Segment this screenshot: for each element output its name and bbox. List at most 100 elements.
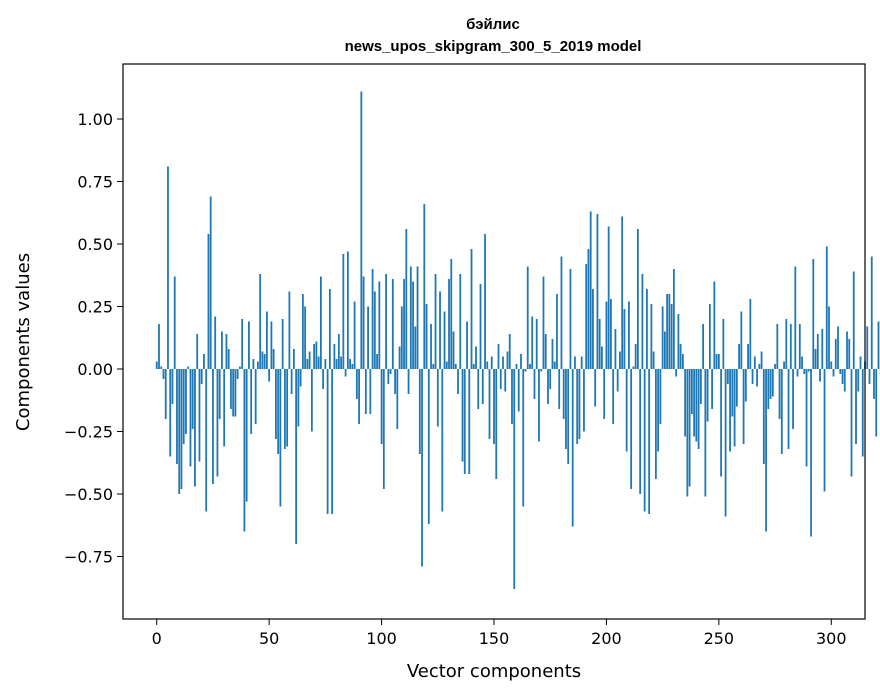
bar (504, 369, 507, 392)
bar (621, 216, 624, 369)
bar (261, 351, 264, 369)
bar (200, 369, 203, 384)
bar (454, 364, 457, 369)
bar (479, 284, 482, 369)
bar (857, 369, 860, 392)
y-tick-label: 1.00 (77, 110, 113, 129)
bar (286, 369, 289, 447)
bar (434, 274, 437, 369)
bar (605, 301, 608, 369)
bar (560, 256, 563, 369)
bar (225, 334, 228, 369)
bar (562, 369, 565, 419)
bar (382, 369, 385, 489)
bar (819, 369, 821, 382)
bar (704, 369, 707, 497)
bar (216, 369, 219, 477)
x-axis-ticks: 0 50 100 150 200 250 300 (152, 619, 847, 648)
bar (859, 356, 862, 369)
y-axis-ticks: −0.75 −0.50 −0.25 0.00 0.25 0.50 0.75 1.00 (64, 110, 123, 567)
bar (297, 369, 300, 427)
bar (468, 369, 471, 474)
bar (607, 226, 610, 369)
bar (767, 369, 770, 409)
x-axis-label: Vector components (407, 661, 581, 682)
bar (594, 369, 597, 407)
bar (445, 361, 448, 369)
bar (432, 364, 435, 369)
bar (596, 214, 599, 369)
bar (407, 369, 410, 394)
bar (290, 369, 293, 394)
bar (798, 324, 801, 369)
bar (571, 369, 574, 527)
bar (828, 306, 830, 369)
bar (203, 354, 205, 369)
bar (686, 369, 689, 497)
bar (834, 339, 837, 369)
bar (511, 369, 513, 424)
bar (619, 351, 621, 369)
bar (625, 369, 628, 452)
bar (699, 369, 702, 404)
bar (331, 369, 334, 514)
bar (810, 369, 812, 537)
bar (441, 369, 444, 512)
bar (452, 331, 455, 369)
bar (796, 369, 799, 377)
bar (861, 369, 864, 457)
bar (373, 291, 376, 369)
bar (749, 299, 752, 369)
bar (484, 234, 486, 369)
bar (637, 229, 639, 369)
bar (450, 259, 453, 369)
bar (551, 339, 554, 369)
bar (367, 306, 369, 369)
bar (774, 364, 776, 369)
bar (304, 306, 307, 369)
bar (245, 369, 248, 502)
bar (735, 369, 738, 407)
bar (720, 369, 722, 477)
bar (299, 369, 302, 387)
bar (756, 369, 758, 387)
bar (587, 249, 590, 369)
bar (423, 204, 426, 369)
x-tick-label: 200 (591, 629, 622, 648)
bar (218, 369, 221, 419)
bar (243, 369, 246, 532)
bar (301, 294, 304, 369)
bar (751, 369, 754, 384)
bar (481, 369, 484, 404)
bar (738, 344, 740, 369)
bar (538, 369, 540, 442)
bar (650, 304, 653, 369)
bar (567, 369, 570, 464)
bar (335, 359, 338, 369)
bar (592, 289, 594, 369)
bar (459, 274, 462, 369)
bar (515, 364, 518, 369)
bar (506, 351, 509, 369)
bar (283, 369, 286, 449)
bar (556, 294, 558, 369)
bar (760, 351, 763, 369)
bar (529, 364, 531, 369)
bar (169, 369, 172, 457)
bar (715, 354, 718, 369)
bar (805, 369, 808, 467)
bar (158, 324, 160, 369)
x-tick-label: 0 (152, 629, 162, 648)
y-tick-label: −0.75 (64, 548, 113, 567)
bar (248, 321, 250, 369)
bar (353, 301, 356, 369)
bar (227, 349, 230, 369)
bar (430, 324, 432, 369)
bar (731, 369, 734, 417)
bar (412, 281, 414, 369)
bar (574, 356, 576, 369)
bar (189, 369, 192, 467)
bar (378, 281, 381, 369)
y-tick-label: −0.50 (64, 485, 113, 504)
